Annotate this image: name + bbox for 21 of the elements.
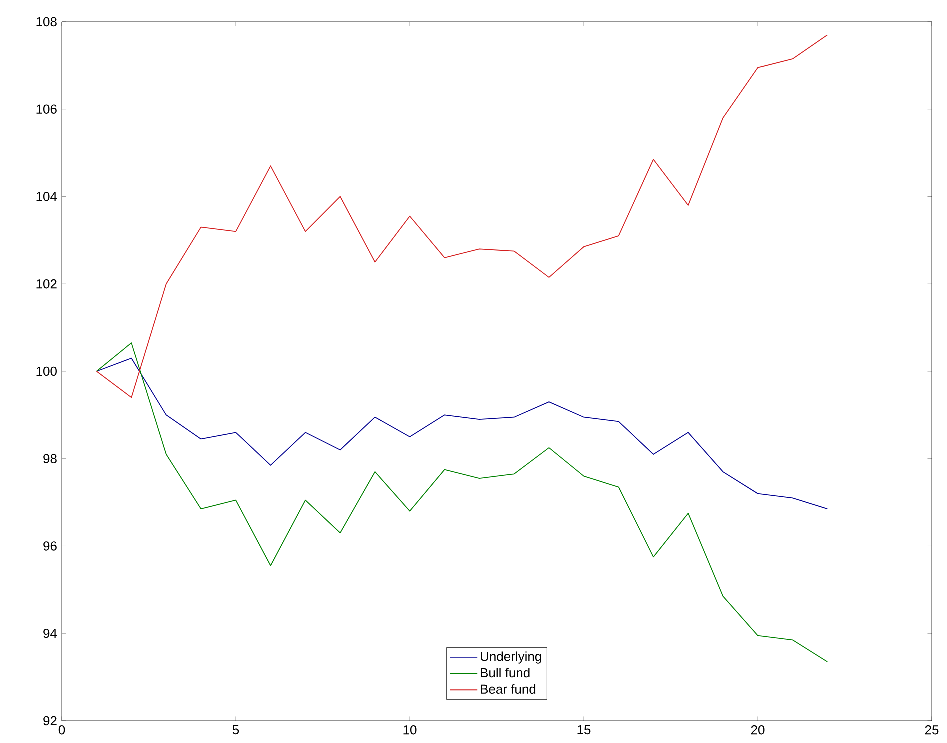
x-tick-label: 0: [58, 726, 66, 735]
legend-label: Bear fund: [481, 684, 536, 694]
line-series: [96, 342, 828, 662]
y-tick-label: 100: [36, 366, 57, 376]
x-tick-label: 10: [404, 726, 417, 735]
y-tick-label: 102: [36, 280, 57, 289]
y-tick-label: 106: [36, 104, 57, 114]
legend-label: Bull fund: [481, 668, 530, 678]
y-tick-label: 98: [44, 454, 57, 464]
x-tick-label: 15: [578, 726, 591, 735]
x-tick-label: 5: [232, 726, 240, 735]
y-tick-label: 104: [36, 192, 58, 202]
x-tick-label: 25: [925, 726, 939, 735]
legend-label: Underlying: [481, 652, 542, 664]
x-tick-label: 20: [751, 726, 765, 735]
y-tick-label: 108: [36, 17, 57, 27]
line-series: [96, 34, 828, 398]
line-series: [96, 358, 828, 510]
y-tick-label: 92: [44, 716, 57, 726]
y-tick-label: 96: [44, 542, 57, 551]
y-tick-label: 94: [44, 629, 58, 638]
